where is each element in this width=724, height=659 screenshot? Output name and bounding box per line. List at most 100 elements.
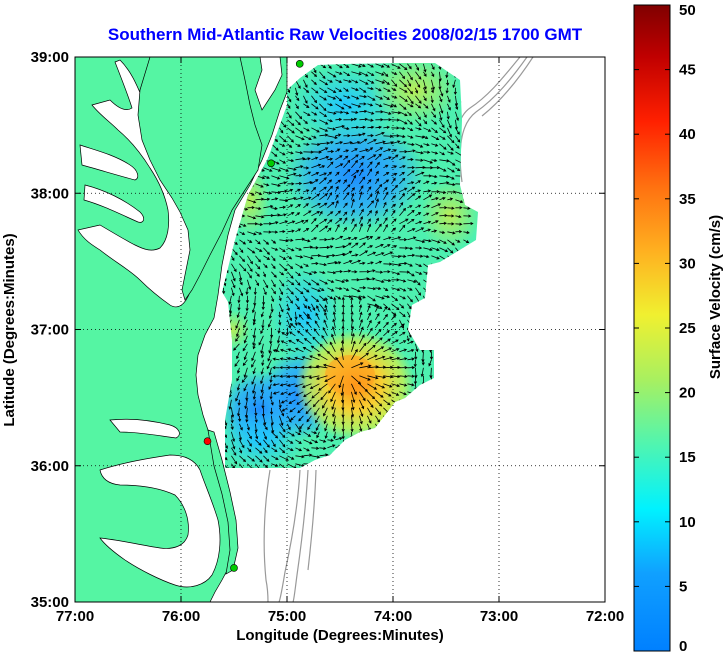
velocity-arrow bbox=[351, 242, 359, 249]
velocity-arrow bbox=[247, 455, 255, 462]
velocity-arrow bbox=[383, 217, 388, 225]
velocity-arrow bbox=[271, 279, 276, 288]
velocity-arrow bbox=[351, 278, 360, 282]
velocity-arrow bbox=[415, 79, 421, 88]
velocity-arrow bbox=[279, 159, 287, 164]
velocity-arrow bbox=[431, 239, 441, 244]
velocity-arrow bbox=[383, 125, 391, 129]
velocity-arrow bbox=[272, 349, 280, 353]
velocity-arrow bbox=[299, 423, 304, 430]
velocity-arrow bbox=[359, 261, 366, 265]
velocity-arrow bbox=[445, 87, 449, 94]
velocity-arrow bbox=[237, 295, 241, 304]
velocity-arrow bbox=[423, 194, 433, 201]
velocity-arrow bbox=[271, 206, 278, 211]
velocity-arrow bbox=[254, 407, 258, 417]
velocity-arrow bbox=[260, 327, 264, 335]
velocity-arrow bbox=[239, 223, 247, 227]
velocity-arrow bbox=[287, 271, 294, 279]
velocity-arrow bbox=[383, 87, 391, 92]
velocity-arrow bbox=[279, 303, 284, 313]
velocity-arrow bbox=[367, 251, 377, 257]
velocity-arrow bbox=[375, 95, 384, 100]
velocity-arrow bbox=[293, 365, 304, 370]
velocity-arrow bbox=[260, 375, 264, 385]
velocity-arrow bbox=[447, 231, 456, 235]
velocity-arrow bbox=[391, 254, 402, 259]
velocity-arrow bbox=[359, 391, 366, 402]
velocity-arrow bbox=[431, 151, 439, 155]
velocity-arrow bbox=[343, 71, 351, 77]
velocity-arrow bbox=[237, 303, 241, 311]
velocity-arrow bbox=[287, 247, 295, 252]
velocity-arrow bbox=[288, 339, 296, 345]
velocity-arrow bbox=[311, 203, 321, 209]
velocity-arrow bbox=[383, 347, 393, 353]
velocity-arrow bbox=[303, 439, 313, 445]
velocity-arrow bbox=[367, 277, 376, 281]
velocity-arrow bbox=[415, 271, 423, 275]
velocity-arrow bbox=[407, 95, 414, 105]
velocity-arrow bbox=[367, 312, 371, 320]
velocity-arrow bbox=[335, 95, 343, 102]
velocity-arrow bbox=[407, 63, 412, 70]
velocity-arrow bbox=[399, 79, 408, 88]
velocity-arrow bbox=[399, 365, 408, 370]
velocity-arrow bbox=[391, 314, 397, 321]
velocity-arrow bbox=[375, 260, 383, 265]
velocity-arrow bbox=[295, 188, 301, 193]
velocity-arrow bbox=[286, 374, 296, 379]
velocity-arrow bbox=[439, 230, 446, 234]
velocity-arrow bbox=[367, 261, 374, 265]
velocity-arrow bbox=[287, 143, 293, 148]
bathymetry-contours bbox=[263, 57, 534, 602]
velocity-arrow bbox=[231, 431, 236, 442]
velocity-arrow bbox=[260, 391, 264, 400]
velocity-arrow bbox=[431, 71, 435, 78]
velocity-arrow bbox=[305, 407, 312, 415]
velocity-arrow bbox=[391, 71, 398, 75]
velocity-arrow bbox=[455, 111, 459, 122]
velocity-arrow bbox=[407, 271, 415, 277]
velocity-arrow bbox=[391, 218, 397, 225]
velocity-arrow bbox=[279, 447, 286, 454]
velocity-arrow bbox=[319, 71, 326, 80]
velocity-arrow bbox=[319, 343, 328, 353]
velocity-arrow bbox=[327, 135, 338, 140]
velocity-arrow bbox=[311, 446, 320, 450]
velocity-arrow bbox=[351, 148, 358, 153]
velocity-arrow bbox=[407, 135, 414, 139]
velocity-arrow bbox=[279, 279, 285, 287]
velocity-arrow bbox=[303, 453, 313, 457]
velocity-arrow bbox=[359, 208, 364, 217]
velocity-arrow bbox=[415, 195, 422, 201]
velocity-arrow bbox=[423, 180, 430, 185]
velocity-arrow bbox=[318, 383, 328, 391]
velocity-arrow bbox=[399, 311, 406, 318]
velocity-arrow bbox=[383, 251, 394, 257]
velocity-arrow bbox=[359, 250, 369, 257]
nc-sounds bbox=[99, 418, 221, 588]
velocity-arrow bbox=[383, 278, 392, 283]
colorbar-tick-label: 35 bbox=[679, 191, 696, 208]
velocity-arrow bbox=[247, 239, 253, 243]
velocity-arrow bbox=[359, 176, 366, 185]
velocity-arrow bbox=[439, 167, 447, 172]
velocity-arrow bbox=[295, 173, 303, 178]
velocity-arrow bbox=[236, 311, 240, 319]
velocity-arrow bbox=[279, 181, 288, 185]
velocity-arrow bbox=[447, 182, 456, 187]
velocity-arrow bbox=[237, 367, 241, 374]
velocity-arrow bbox=[254, 423, 258, 433]
velocity-arrow bbox=[327, 444, 336, 449]
velocity-arrow bbox=[271, 455, 279, 460]
velocity-arrow bbox=[351, 362, 364, 369]
velocity-arrow bbox=[439, 95, 443, 103]
velocity-arrow bbox=[455, 222, 463, 226]
velocity-arrow bbox=[319, 202, 328, 209]
velocity-arrow bbox=[351, 391, 356, 404]
velocity-arrow bbox=[272, 383, 280, 387]
velocity-arrow bbox=[383, 118, 392, 122]
velocity-arrow bbox=[287, 212, 295, 217]
velocity-arrow bbox=[463, 214, 472, 218]
